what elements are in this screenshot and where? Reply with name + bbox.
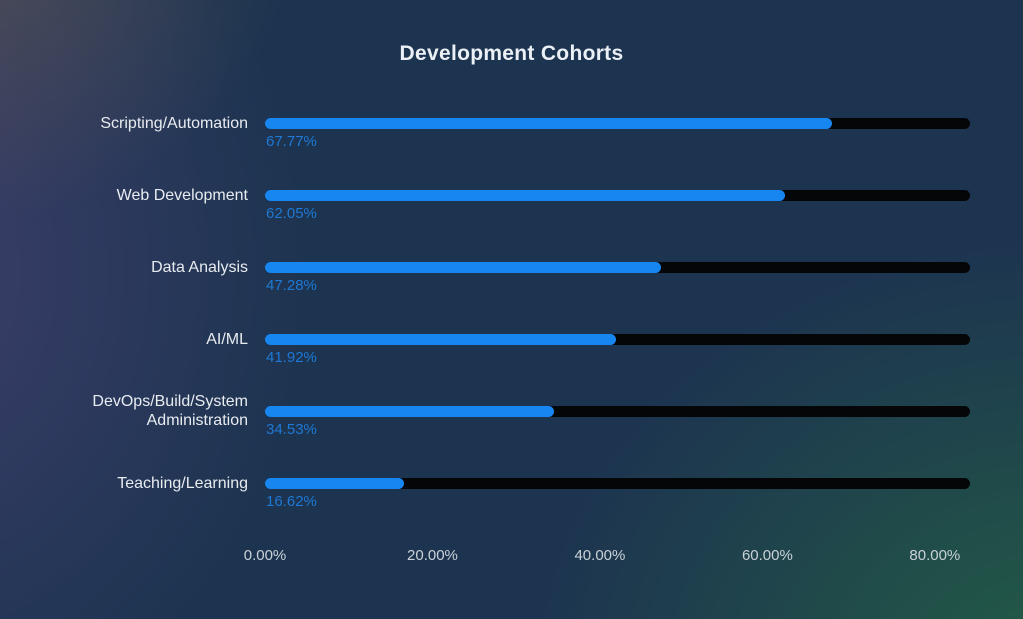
- x-axis-tick-label: 80.00%: [909, 547, 961, 564]
- category-label: Teaching/Learning: [117, 474, 248, 492]
- bar-area: 16.62%: [265, 448, 970, 520]
- bar-track: [265, 262, 970, 273]
- value-label: 47.28%: [266, 277, 317, 294]
- bar-fill[interactable]: [265, 190, 785, 201]
- value-label: 62.05%: [266, 205, 317, 222]
- category-label: Web Development: [116, 186, 248, 204]
- bar-row: Teaching/Learning 16.62%: [0, 448, 1023, 520]
- bar-row: DevOps/Build/System Administration 34.53…: [0, 376, 1023, 448]
- category-label: DevOps/Build/System Administration: [92, 393, 248, 429]
- bar-area: 34.53%: [265, 376, 970, 448]
- value-label: 34.53%: [266, 421, 317, 438]
- value-label: 16.62%: [266, 493, 317, 510]
- bar-area: 67.77%: [265, 88, 970, 160]
- bar-row: Web Development 62.05%: [0, 160, 1023, 232]
- bar-row: Scripting/Automation 67.77%: [0, 88, 1023, 160]
- bar-fill[interactable]: [265, 118, 833, 129]
- x-axis-tick-label: 60.00%: [741, 547, 793, 564]
- bar-area: 41.92%: [265, 304, 970, 376]
- x-axis-tick-label: 40.00%: [574, 547, 626, 564]
- x-axis: 0.00% 20.00% 40.00% 60.00% 80.00%: [244, 520, 970, 580]
- bar-fill[interactable]: [265, 334, 616, 345]
- category-label: AI/ML: [206, 330, 248, 348]
- bar-track: [265, 334, 970, 345]
- bar-area: 62.05%: [265, 160, 970, 232]
- bar-track: [265, 190, 970, 201]
- bar-area: 47.28%: [265, 232, 970, 304]
- bar-fill[interactable]: [265, 478, 405, 489]
- category-label: Data Analysis: [151, 258, 248, 276]
- bar-row: AI/ML 41.92%: [0, 304, 1023, 376]
- category-label: Scripting/Automation: [100, 114, 248, 132]
- bar-row: Data Analysis 47.28%: [0, 232, 1023, 304]
- bar-rows: Scripting/Automation 67.77% Web Developm…: [0, 88, 1023, 520]
- bar-track: [265, 406, 970, 417]
- bar-track: [265, 478, 970, 489]
- value-label: 67.77%: [266, 133, 317, 150]
- bar-track: [265, 118, 970, 129]
- chart-title: Development Cohorts: [399, 42, 624, 65]
- x-axis-tick-label: 0.00%: [243, 547, 287, 564]
- bar-fill[interactable]: [265, 262, 661, 273]
- bar-fill[interactable]: [265, 406, 555, 417]
- x-axis-tick-label: 20.00%: [407, 547, 458, 564]
- value-label: 41.92%: [266, 349, 317, 366]
